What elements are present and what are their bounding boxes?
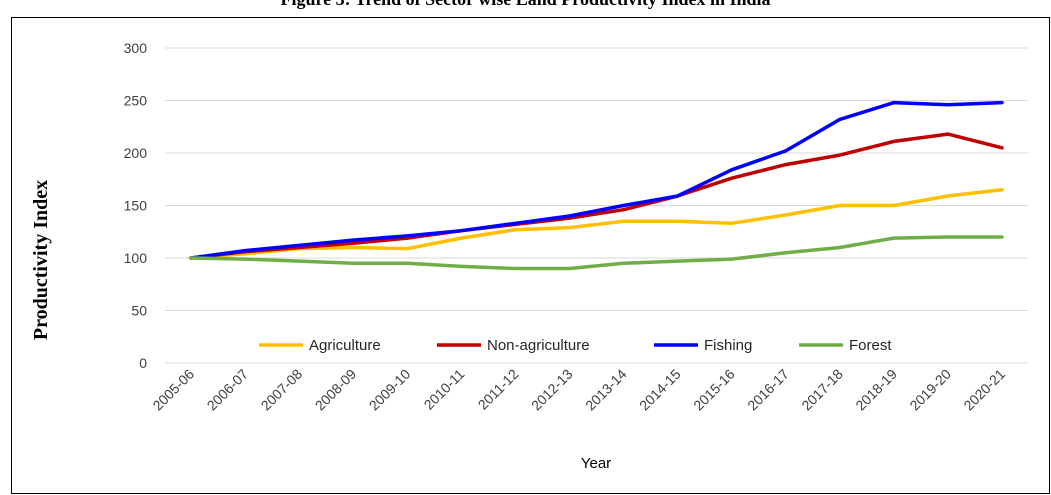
y-tick-label: 300 [124, 40, 148, 56]
y-tick-label: 0 [139, 355, 147, 371]
x-tick-label: 2007-08 [258, 366, 306, 414]
y-tick-label: 50 [131, 303, 147, 319]
series-line-non-agriculture [189, 132, 1004, 260]
x-tick-label: 2009-10 [366, 366, 414, 414]
x-tick-label: 2014-15 [636, 366, 684, 414]
x-tick-label: 2017-18 [798, 366, 846, 414]
x-axis-label: Year [581, 455, 611, 472]
series-line-forest [189, 235, 1004, 271]
legend-label: Forest [849, 337, 892, 354]
x-tick-label: 2018-19 [852, 366, 900, 414]
y-tick-label: 250 [124, 93, 148, 109]
chart-frame [11, 17, 1050, 494]
y-axis-label: Productivity Index [30, 180, 52, 340]
series-lines [189, 100, 1004, 271]
y-tick-label: 150 [124, 198, 148, 214]
legend-label: Non-agriculture [487, 337, 590, 354]
y-tick-label: 100 [124, 250, 148, 266]
y-axis-ticks: 0 50 100 150 200 250 300 [124, 40, 148, 371]
x-tick-label: 2005-06 [149, 366, 197, 414]
legend-label: Agriculture [309, 337, 381, 354]
chart-title: Figure 3: Trend of Sector wise Land Prod… [0, 0, 1051, 10]
legend: Agriculture Non-agriculture Fishing Forest [259, 337, 892, 354]
y-tick-label: 200 [124, 145, 148, 161]
x-tick-label: 2015-16 [690, 366, 738, 414]
x-tick-label: 2012-13 [528, 366, 576, 414]
x-tick-label: 2020-21 [960, 366, 1008, 414]
series-line-fishing [189, 100, 1004, 260]
x-tick-label: 2019-20 [906, 366, 954, 414]
x-tick-label: 2006-07 [204, 366, 252, 414]
series-line-agriculture [189, 188, 1004, 260]
x-tick-label: 2013-14 [582, 366, 630, 414]
x-tick-label: 2011-12 [475, 366, 522, 413]
x-axis-ticks: 2005-06 2006-07 2007-08 2008-09 2009-10 2010-… [149, 366, 1008, 414]
x-tick-label: 2008-09 [312, 366, 360, 414]
x-tick-label: 2010-11 [421, 366, 468, 413]
legend-label: Fishing [704, 337, 752, 354]
x-tick-label: 2016-17 [744, 366, 792, 414]
